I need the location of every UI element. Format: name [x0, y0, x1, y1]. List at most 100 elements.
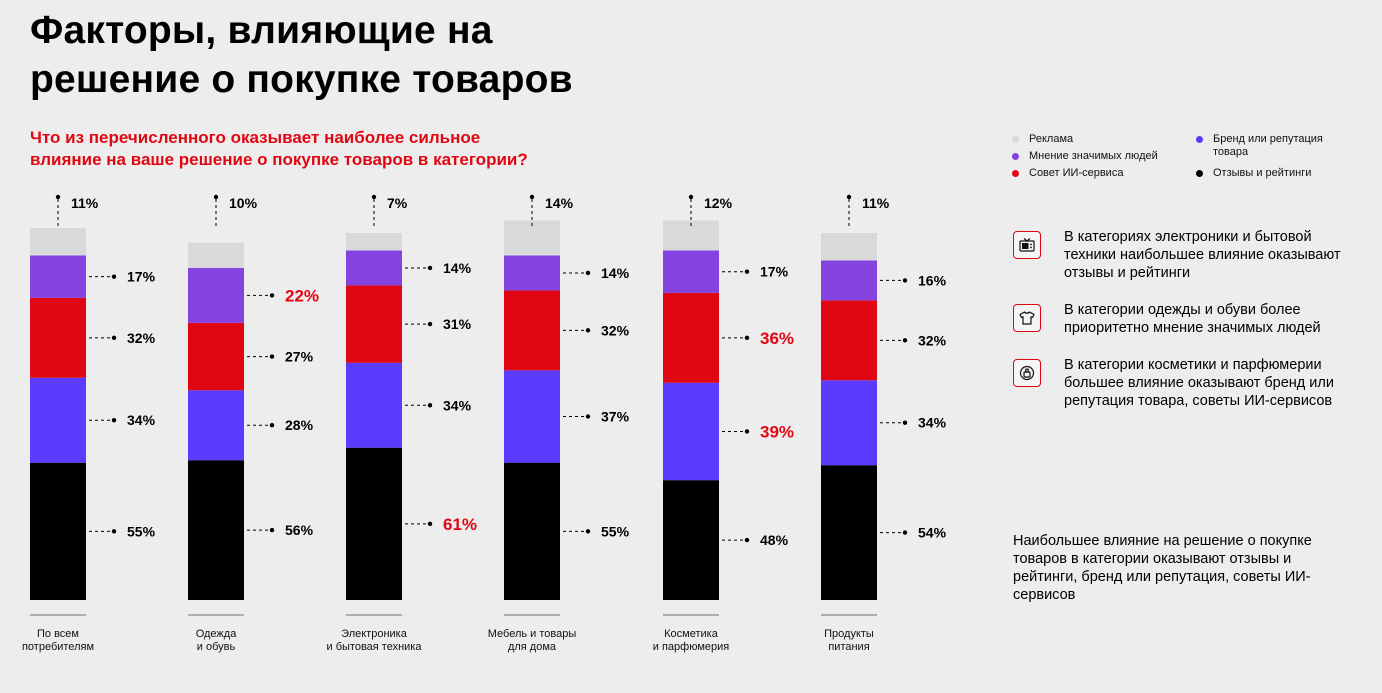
- perfume-icon: [1013, 359, 1041, 387]
- legend-label-ai: Совет ИИ-сервиса: [1029, 167, 1124, 179]
- leader-dot: [269, 354, 275, 359]
- bar-segment: [188, 322, 244, 391]
- value-label: 55%: [601, 523, 630, 539]
- leader-dot: [269, 293, 275, 298]
- value-label: 10%: [229, 195, 258, 211]
- category-label: Косметика: [664, 628, 719, 640]
- legend-label-brand: Бренд или репутация товара: [1213, 133, 1323, 158]
- bar-segment: [188, 460, 244, 600]
- category-label: Одежда: [196, 628, 238, 640]
- bar-segment: [821, 465, 877, 600]
- bar-segment: [504, 370, 560, 463]
- category-label: Мебель и товары: [488, 628, 577, 640]
- leader-dot: [55, 194, 61, 200]
- value-label: 54%: [918, 525, 947, 541]
- leader-dot: [111, 274, 117, 279]
- value-label: 32%: [601, 322, 630, 338]
- page-title-line-1: Факторы, влияющие на: [30, 9, 493, 52]
- bar-segment: [30, 255, 86, 298]
- bar-segment: [821, 380, 877, 466]
- bar-segment: [188, 242, 244, 268]
- value-label: 31%: [443, 316, 472, 332]
- value-label: 39%: [760, 422, 794, 441]
- value-label: 34%: [918, 415, 947, 431]
- bar-segment: [663, 382, 719, 481]
- legend-item-ai: Совет ИИ-сервиса: [1012, 167, 1123, 180]
- chart-question-line-1: Что из перечисленного оказывает наиболее…: [30, 128, 481, 147]
- tv-icon: [1013, 231, 1041, 259]
- legend-item-brand: Бренд или репутация товара: [1196, 133, 1336, 159]
- leader-dot: [371, 194, 377, 200]
- bar-segment: [346, 232, 402, 251]
- leader-dot: [585, 328, 591, 333]
- bar-segment: [504, 290, 560, 371]
- value-label: 14%: [601, 265, 630, 281]
- legend-dot-brand: [1196, 136, 1203, 143]
- legend-label-ads: Реклама: [1029, 133, 1074, 145]
- category-label: питания: [828, 641, 869, 653]
- leader-dot: [688, 194, 694, 200]
- insight-electronics: В категориях электроники и бытовой техни…: [1013, 228, 1354, 282]
- leader-dot: [846, 194, 852, 200]
- legend-label-opinion: Мнение значимых людей: [1029, 150, 1158, 162]
- insight-electronics-text: В категориях электроники и бытовой техни…: [1064, 229, 1341, 281]
- bar-segment: [346, 285, 402, 363]
- leader-dot: [585, 270, 591, 276]
- bar-segment: [30, 377, 86, 463]
- value-label: 61%: [443, 515, 477, 534]
- bar-segment: [188, 267, 244, 323]
- leader-dot: [902, 278, 908, 283]
- leader-dot: [529, 194, 535, 200]
- insight-cosmetics-text: В категории косметики и парфюмерии больш…: [1064, 357, 1334, 409]
- value-label: 32%: [127, 330, 156, 346]
- value-label: 17%: [760, 264, 789, 280]
- value-label: 16%: [918, 272, 947, 288]
- value-label: 55%: [127, 523, 156, 539]
- value-label: 48%: [760, 532, 789, 548]
- value-label: 37%: [601, 408, 630, 424]
- bar-segment: [30, 228, 86, 256]
- summary-text: Наибольшее влияние на решение о покупке …: [1013, 533, 1312, 603]
- leader-dot: [744, 429, 750, 434]
- category-label: и бытовая техника: [327, 641, 423, 653]
- bar-segment: [346, 250, 402, 286]
- value-label: 36%: [760, 329, 794, 348]
- bar-segment: [821, 232, 877, 261]
- leader-dot: [269, 527, 275, 533]
- value-label: 17%: [127, 269, 156, 285]
- legend-dot-reviews: [1196, 170, 1203, 177]
- legend-dot-ads: [1012, 136, 1019, 143]
- leader-dot: [744, 269, 750, 274]
- tshirt-icon: [1013, 304, 1041, 332]
- leader-dot: [111, 529, 117, 534]
- value-label: 56%: [285, 522, 314, 538]
- category-label: Электроника: [341, 628, 408, 640]
- bar-segment: [663, 480, 719, 600]
- bar-segment: [30, 297, 86, 378]
- leader-dot: [427, 265, 433, 271]
- value-label: 32%: [918, 332, 947, 348]
- insight-clothing-text: В категории одежды и обуви более приорит…: [1064, 302, 1321, 336]
- page-title: Факторы, влияющие на решение о покупке т…: [30, 6, 573, 104]
- bar-segment: [188, 390, 244, 461]
- leader-dot: [585, 529, 591, 534]
- leader-dot: [902, 530, 908, 535]
- legend-dot-opinion: [1012, 153, 1019, 160]
- bar-segment: [346, 362, 402, 448]
- legend-item-ads: Реклама: [1012, 133, 1073, 146]
- value-label: 11%: [862, 195, 890, 211]
- legend-dot-ai: [1012, 170, 1019, 177]
- bar-segment: [821, 260, 877, 301]
- leader-dot: [427, 321, 433, 327]
- legend-item-opinion: Мнение значимых людей: [1012, 150, 1158, 163]
- insight-clothing: В категории одежды и обуви более приорит…: [1013, 301, 1354, 337]
- leader-dot: [213, 194, 219, 200]
- chart-question: Что из перечисленного оказывает наиболее…: [30, 127, 528, 171]
- leader-dot: [902, 420, 908, 425]
- leader-dot: [902, 338, 908, 343]
- chart-legend: Реклама Мнение значимых людей Совет ИИ-с…: [1012, 133, 1372, 183]
- category-label: и обувь: [197, 641, 236, 653]
- value-label: 34%: [127, 412, 156, 428]
- leader-dot: [744, 537, 750, 543]
